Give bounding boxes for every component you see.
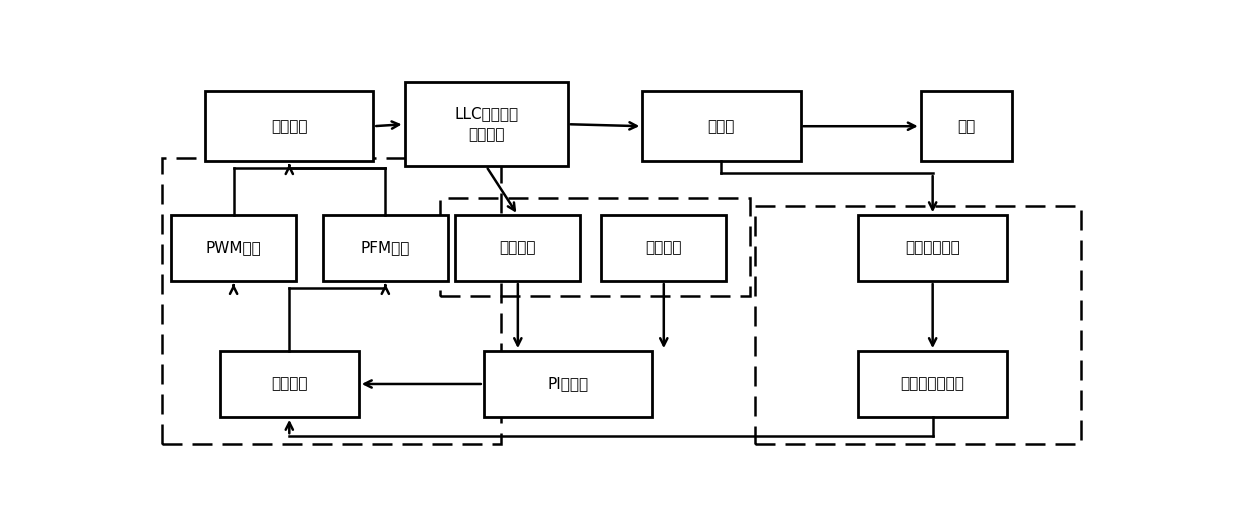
Text: 电压采样: 电压采样 xyxy=(499,241,536,256)
Bar xyxy=(206,91,373,161)
Bar xyxy=(161,158,501,444)
Bar xyxy=(404,82,567,166)
Bar xyxy=(859,215,1007,281)
Text: LLC串联谐振
变换电路: LLC串联谐振 变换电路 xyxy=(453,106,518,142)
Text: 给定电压: 给定电压 xyxy=(646,241,681,256)
Bar xyxy=(859,351,1007,417)
Text: PFM控制: PFM控制 xyxy=(361,241,410,256)
Bar xyxy=(440,198,751,296)
Text: 逆变电流采样: 逆变电流采样 xyxy=(906,241,960,256)
Text: 确定动态工作点: 确定动态工作点 xyxy=(901,376,965,391)
Bar xyxy=(601,215,726,281)
Bar xyxy=(921,91,1012,161)
Bar xyxy=(456,215,580,281)
Bar xyxy=(323,215,447,281)
Bar xyxy=(219,351,359,417)
Bar xyxy=(642,91,800,161)
Bar xyxy=(483,351,652,417)
Text: 负载: 负载 xyxy=(958,119,975,134)
Bar xyxy=(755,206,1082,444)
Text: PI调节器: PI调节器 xyxy=(548,376,589,391)
Bar xyxy=(171,215,296,281)
Text: 逆变器: 逆变器 xyxy=(707,119,735,134)
Text: 运算电路: 运算电路 xyxy=(271,376,307,391)
Text: 驱动电路: 驱动电路 xyxy=(271,119,307,134)
Text: PWM控制: PWM控制 xyxy=(206,241,261,256)
